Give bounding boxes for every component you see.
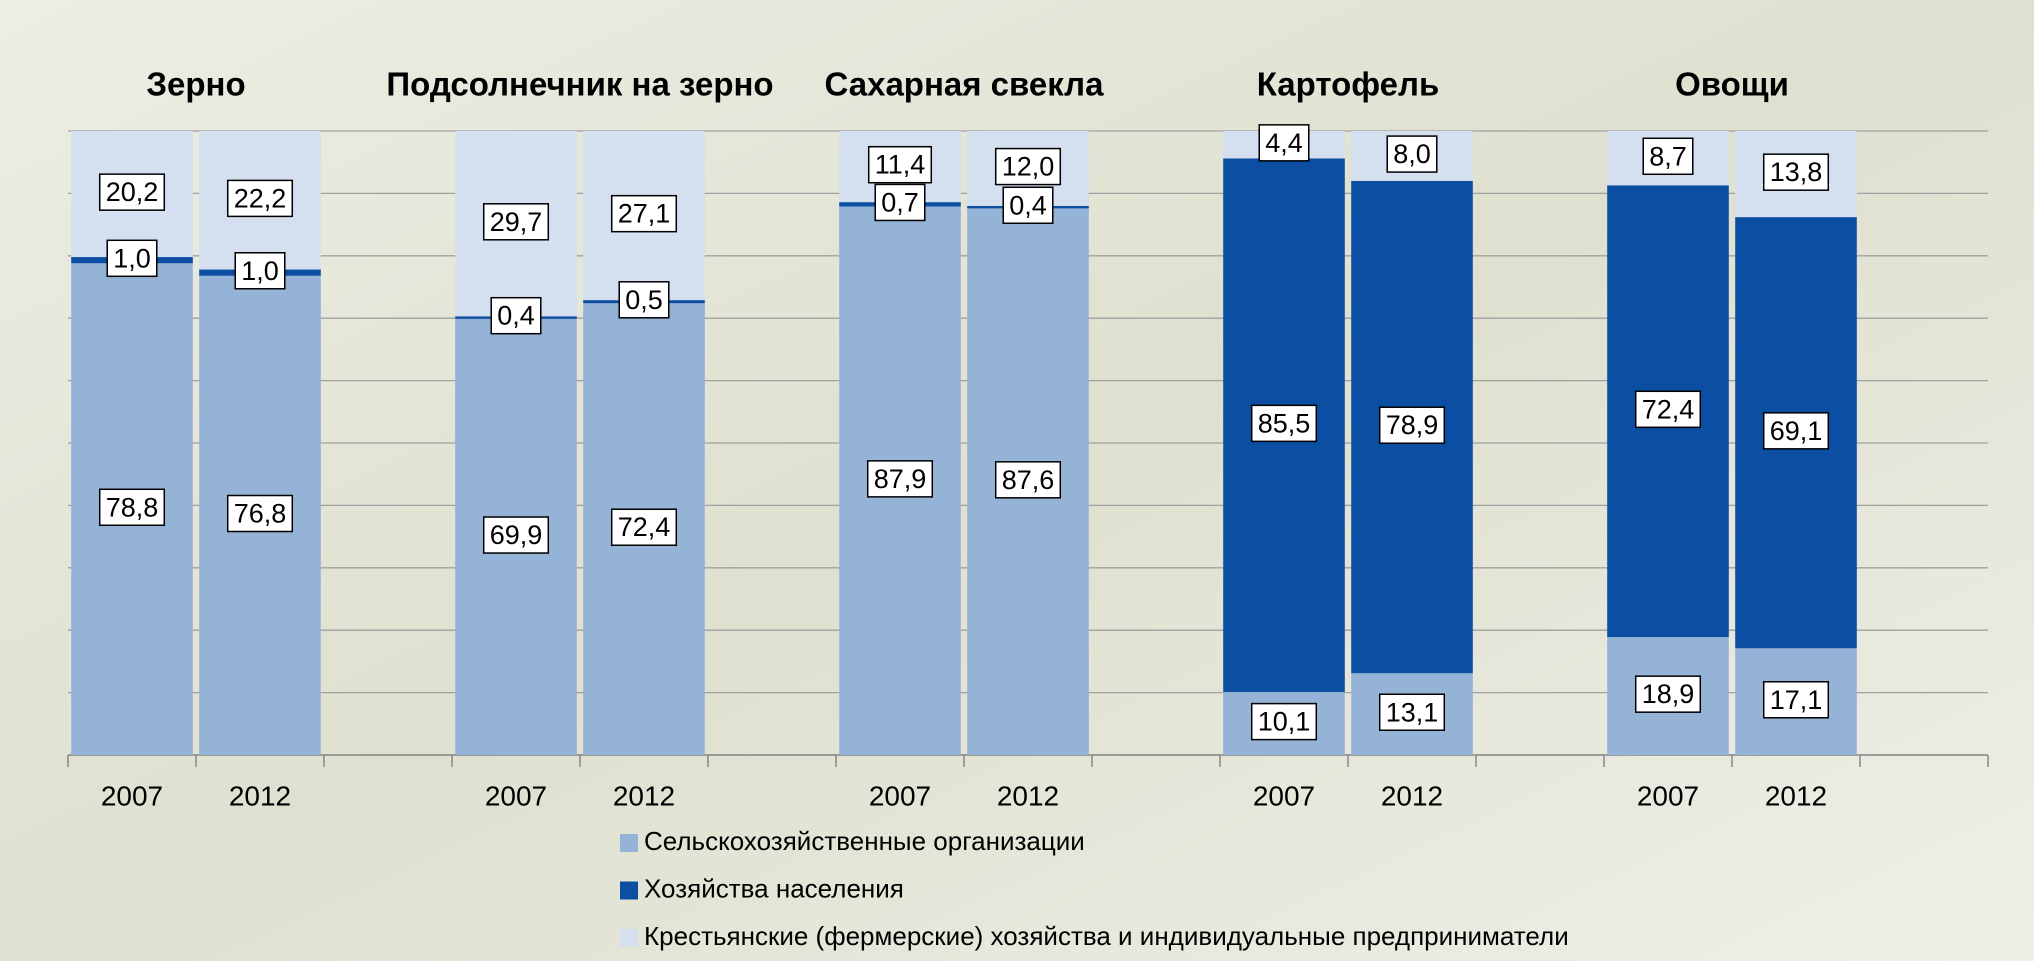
group-title: Подсолнечник на зерно	[386, 66, 773, 103]
value-label: 8,0	[1393, 139, 1431, 169]
legend-swatch	[620, 882, 638, 900]
value-label: 76,8	[234, 499, 287, 529]
x-tick-label: 2012	[229, 780, 291, 811]
value-label: 4,4	[1265, 128, 1303, 158]
legend-swatch	[620, 834, 638, 852]
page: Зерно Подсолнечник на зерно Сахарная свекл…	[0, 0, 2034, 961]
legend-label: Хозяйства населения	[644, 873, 904, 903]
group-title: Картофель	[1257, 66, 1440, 103]
value-label: 13,1	[1386, 697, 1439, 727]
value-label: 17,1	[1770, 685, 1823, 715]
value-label: 1,0	[113, 243, 151, 273]
value-label: 22,2	[234, 183, 287, 213]
value-label: 87,6	[1002, 465, 1055, 495]
legend-label: Крестьянские (фермерские) хозяйства и ин…	[644, 921, 1569, 951]
value-label: 85,5	[1258, 408, 1311, 438]
x-tick-label: 2007	[485, 780, 547, 811]
x-tick-label: 2007	[101, 780, 163, 811]
group-title: Овощи	[1675, 66, 1789, 103]
value-label: 12,0	[1002, 152, 1055, 182]
value-label: 78,8	[106, 492, 159, 522]
x-tick-label: 2012	[613, 780, 675, 811]
x-tick-label: 2012	[997, 780, 1059, 811]
x-tick-label: 2007	[1637, 780, 1699, 811]
x-tick-label: 2012	[1765, 780, 1827, 811]
value-label: 20,2	[106, 177, 159, 207]
legend-label: Сельскохозяйственные организации	[644, 826, 1085, 856]
x-tick-label: 2007	[869, 780, 931, 811]
value-label: 0,4	[1009, 190, 1047, 220]
value-label: 29,7	[490, 207, 543, 237]
value-label: 69,1	[1770, 416, 1823, 446]
value-label: 27,1	[618, 199, 671, 229]
chart: Зерно Подсолнечник на зерно Сахарная свекл…	[0, 0, 2034, 961]
group-title: Зерно	[146, 66, 245, 103]
value-label: 72,4	[618, 512, 671, 542]
value-label: 87,9	[874, 464, 927, 494]
value-label: 72,4	[1642, 394, 1695, 424]
value-label: 8,7	[1649, 141, 1687, 171]
value-label: 18,9	[1642, 679, 1695, 709]
value-label: 0,4	[497, 301, 535, 331]
value-label: 1,0	[241, 256, 279, 286]
x-tick-label: 2007	[1253, 780, 1315, 811]
legend-swatch	[620, 929, 638, 947]
value-label: 10,1	[1258, 707, 1311, 737]
x-tick-label: 2012	[1381, 780, 1443, 811]
value-label: 78,9	[1386, 410, 1439, 440]
value-label: 11,4	[875, 150, 926, 180]
value-label: 69,9	[490, 520, 543, 550]
value-label: 13,8	[1770, 157, 1823, 187]
group-title: Сахарная свекла	[825, 66, 1105, 103]
value-label: 0,7	[881, 187, 919, 217]
value-label: 0,5	[625, 285, 663, 315]
